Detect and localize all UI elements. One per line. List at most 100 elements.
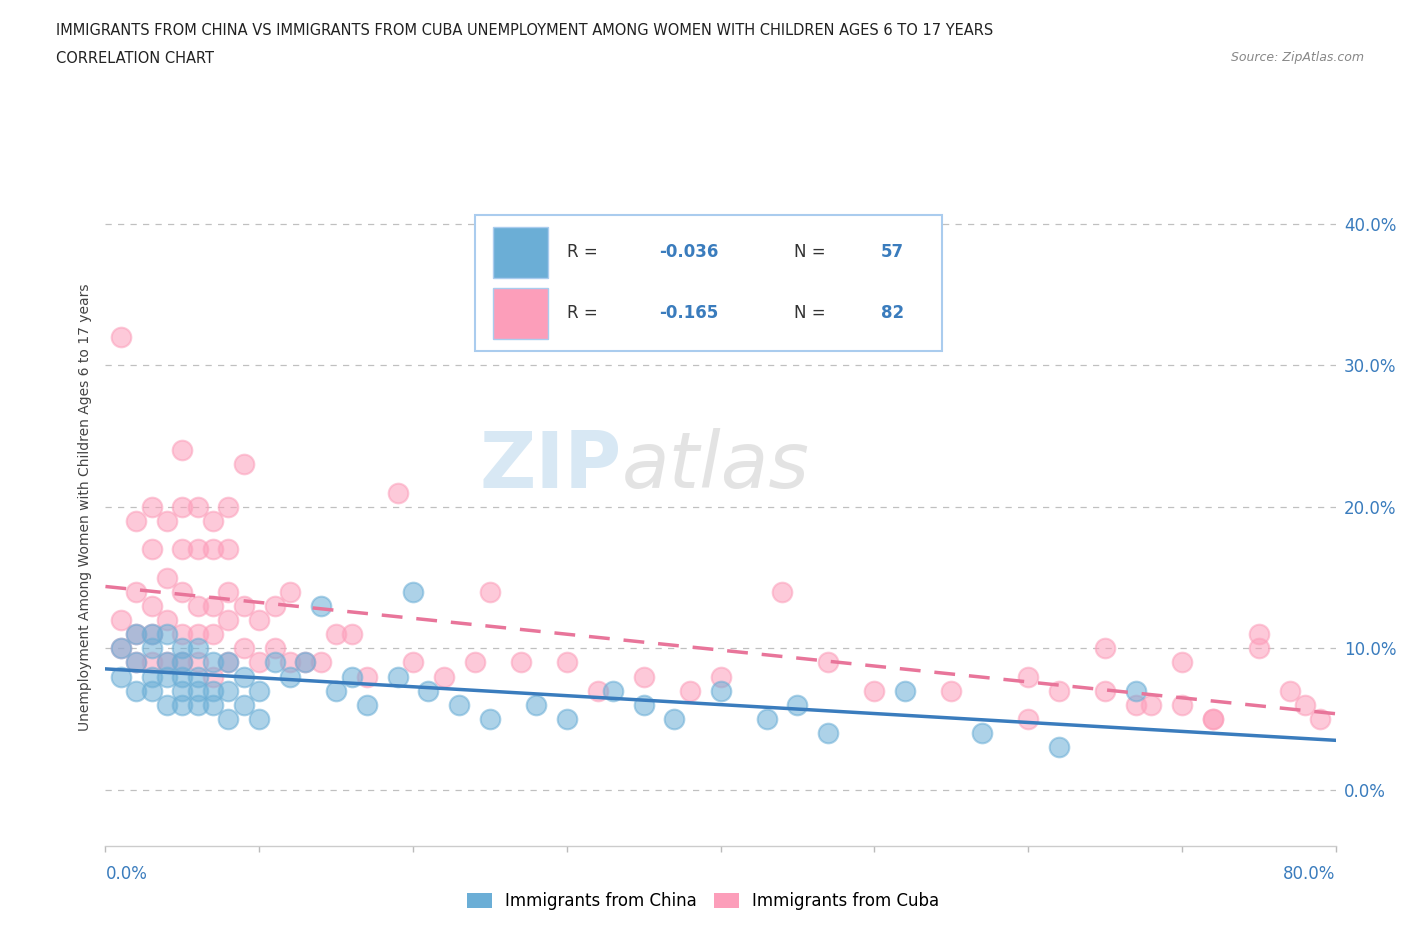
Text: Source: ZipAtlas.com: Source: ZipAtlas.com bbox=[1230, 51, 1364, 64]
Text: N =: N = bbox=[794, 304, 831, 323]
Point bbox=[1094, 684, 1116, 698]
Point bbox=[1017, 670, 1039, 684]
Point bbox=[340, 627, 363, 642]
Point bbox=[278, 670, 301, 684]
Point bbox=[172, 499, 194, 514]
Point bbox=[202, 627, 225, 642]
Point bbox=[110, 641, 132, 656]
Point bbox=[402, 655, 425, 670]
Point bbox=[263, 655, 285, 670]
Point bbox=[232, 457, 254, 472]
Point bbox=[187, 641, 209, 656]
Point bbox=[247, 684, 270, 698]
Point bbox=[1278, 684, 1301, 698]
Point bbox=[172, 641, 194, 656]
Point bbox=[172, 655, 194, 670]
Point bbox=[141, 684, 163, 698]
Point bbox=[218, 684, 240, 698]
Point bbox=[1125, 684, 1147, 698]
Point bbox=[817, 655, 839, 670]
Point bbox=[172, 443, 194, 458]
Point bbox=[218, 499, 240, 514]
Point bbox=[710, 670, 733, 684]
Point bbox=[679, 684, 702, 698]
Point bbox=[141, 542, 163, 557]
Point bbox=[141, 655, 163, 670]
Point bbox=[156, 698, 179, 712]
Text: -0.165: -0.165 bbox=[659, 304, 718, 323]
Point bbox=[187, 698, 209, 712]
Point bbox=[464, 655, 486, 670]
Text: N =: N = bbox=[794, 244, 831, 261]
Point bbox=[664, 711, 686, 726]
Point bbox=[247, 711, 270, 726]
Point bbox=[633, 670, 655, 684]
Point bbox=[202, 698, 225, 712]
Point bbox=[156, 627, 179, 642]
Point bbox=[449, 698, 471, 712]
Point bbox=[172, 684, 194, 698]
Point bbox=[156, 613, 179, 628]
Text: 0.0%: 0.0% bbox=[105, 865, 148, 883]
Point bbox=[232, 670, 254, 684]
Point bbox=[294, 655, 316, 670]
Point bbox=[1171, 698, 1194, 712]
Point bbox=[309, 598, 332, 613]
Point bbox=[172, 698, 194, 712]
Point bbox=[125, 627, 148, 642]
Point bbox=[110, 330, 132, 345]
Point bbox=[187, 684, 209, 698]
Point bbox=[156, 670, 179, 684]
Point bbox=[340, 670, 363, 684]
Point bbox=[418, 684, 440, 698]
Point bbox=[1247, 627, 1270, 642]
Point bbox=[172, 627, 194, 642]
Point bbox=[125, 627, 148, 642]
Text: CORRELATION CHART: CORRELATION CHART bbox=[56, 51, 214, 66]
Point bbox=[172, 655, 194, 670]
Point bbox=[602, 684, 624, 698]
Point bbox=[294, 655, 316, 670]
Point bbox=[218, 542, 240, 557]
Point bbox=[247, 655, 270, 670]
Text: IMMIGRANTS FROM CHINA VS IMMIGRANTS FROM CUBA UNEMPLOYMENT AMONG WOMEN WITH CHIL: IMMIGRANTS FROM CHINA VS IMMIGRANTS FROM… bbox=[56, 23, 994, 38]
Point bbox=[478, 711, 501, 726]
Point bbox=[218, 584, 240, 599]
Point bbox=[156, 513, 179, 528]
Point bbox=[387, 670, 409, 684]
Point bbox=[586, 684, 609, 698]
Text: 82: 82 bbox=[880, 304, 904, 323]
Point bbox=[156, 570, 179, 585]
Point bbox=[325, 684, 347, 698]
FancyBboxPatch shape bbox=[475, 215, 942, 351]
Point bbox=[1247, 641, 1270, 656]
Point bbox=[770, 584, 793, 599]
Text: ZIP: ZIP bbox=[479, 428, 621, 504]
Point bbox=[156, 655, 179, 670]
Point bbox=[1017, 711, 1039, 726]
Point bbox=[110, 641, 132, 656]
Point bbox=[218, 655, 240, 670]
Point bbox=[141, 598, 163, 613]
Point bbox=[278, 655, 301, 670]
Point bbox=[633, 698, 655, 712]
Point bbox=[125, 655, 148, 670]
Point bbox=[187, 542, 209, 557]
Point bbox=[555, 711, 578, 726]
Point bbox=[202, 542, 225, 557]
Text: -0.036: -0.036 bbox=[659, 244, 718, 261]
Point bbox=[555, 655, 578, 670]
Point bbox=[524, 698, 547, 712]
Point bbox=[755, 711, 778, 726]
Point bbox=[478, 584, 501, 599]
Point bbox=[1140, 698, 1163, 712]
Y-axis label: Unemployment Among Women with Children Ages 6 to 17 years: Unemployment Among Women with Children A… bbox=[77, 283, 91, 731]
Point bbox=[218, 711, 240, 726]
Point bbox=[202, 598, 225, 613]
Point bbox=[1201, 711, 1223, 726]
Legend: Immigrants from China, Immigrants from Cuba: Immigrants from China, Immigrants from C… bbox=[460, 885, 946, 917]
Point bbox=[187, 627, 209, 642]
FancyBboxPatch shape bbox=[494, 288, 548, 339]
Point bbox=[110, 670, 132, 684]
Point bbox=[172, 584, 194, 599]
